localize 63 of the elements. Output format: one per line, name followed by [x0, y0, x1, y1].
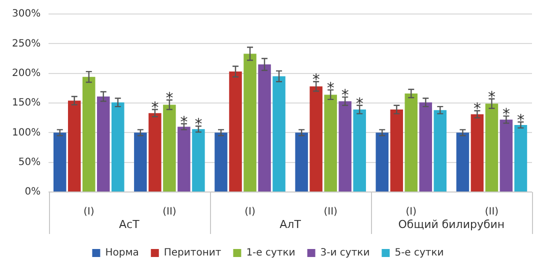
bar: [324, 94, 337, 192]
bar: [404, 94, 418, 192]
bar: [419, 102, 432, 192]
text: АсТ: [119, 218, 140, 231]
data-label: *: [473, 100, 482, 118]
data-label: *: [180, 112, 188, 131]
text: АлТ: [280, 218, 302, 231]
bar: [514, 124, 528, 192]
bar: [485, 104, 498, 192]
bar: [434, 110, 447, 192]
bar: [229, 72, 242, 192]
x-tick-label: (II): [324, 206, 338, 218]
text: Общий билирубин: [398, 218, 505, 231]
bar: [148, 113, 162, 192]
bar: [192, 129, 205, 192]
x-tick-label: (II): [162, 206, 176, 218]
x-tick-label: (I): [244, 206, 256, 218]
bar: [272, 76, 286, 192]
data-label: *: [166, 89, 174, 108]
bar: [258, 64, 271, 192]
legend-label: 5-е сутки: [394, 248, 444, 259]
y-tick-label: 250%: [12, 38, 41, 50]
bar: [53, 132, 66, 192]
bar: [500, 120, 513, 192]
bar: [214, 132, 228, 192]
bar: [310, 86, 322, 192]
data-label: *: [502, 105, 510, 124]
bar: [82, 76, 96, 192]
data-label: *: [194, 115, 203, 134]
bar: [295, 132, 308, 192]
bar: [68, 100, 81, 192]
data-label: *: [356, 94, 364, 112]
bar: [353, 110, 366, 192]
legend-label: Перитонит: [164, 248, 222, 259]
y-tick-label: 100%: [12, 127, 41, 138]
data-label: *: [341, 86, 350, 104]
legend-label: 3-и сутки: [320, 248, 370, 259]
bar: [456, 132, 470, 192]
data-label: *: [312, 70, 320, 89]
data-label: *: [488, 88, 496, 106]
bar: [376, 132, 389, 192]
x-tick-label: (I): [406, 206, 417, 218]
bar: [96, 96, 110, 192]
y-tick-label: 150%: [12, 98, 41, 109]
data-label: *: [151, 98, 160, 117]
bar: [111, 102, 124, 192]
x-tick-label: (II): [484, 206, 499, 218]
x-tick-label: (I): [83, 206, 94, 218]
legend-label: 1-е сутки: [246, 248, 296, 259]
y-tick-label: 0%: [24, 186, 41, 198]
bar: [134, 132, 147, 192]
y-tick-label: 50%: [18, 156, 41, 168]
y-tick-label: 200%: [12, 68, 41, 79]
bar: [244, 54, 256, 192]
bar: [163, 104, 176, 192]
legend-label: Норма: [105, 248, 139, 259]
data-label: *: [516, 110, 525, 129]
bar: [178, 126, 190, 192]
bar: [390, 110, 404, 192]
bar: [470, 114, 484, 192]
data-label: *: [326, 78, 335, 97]
y-tick-label: 300%: [12, 8, 41, 20]
bar: [338, 101, 352, 192]
